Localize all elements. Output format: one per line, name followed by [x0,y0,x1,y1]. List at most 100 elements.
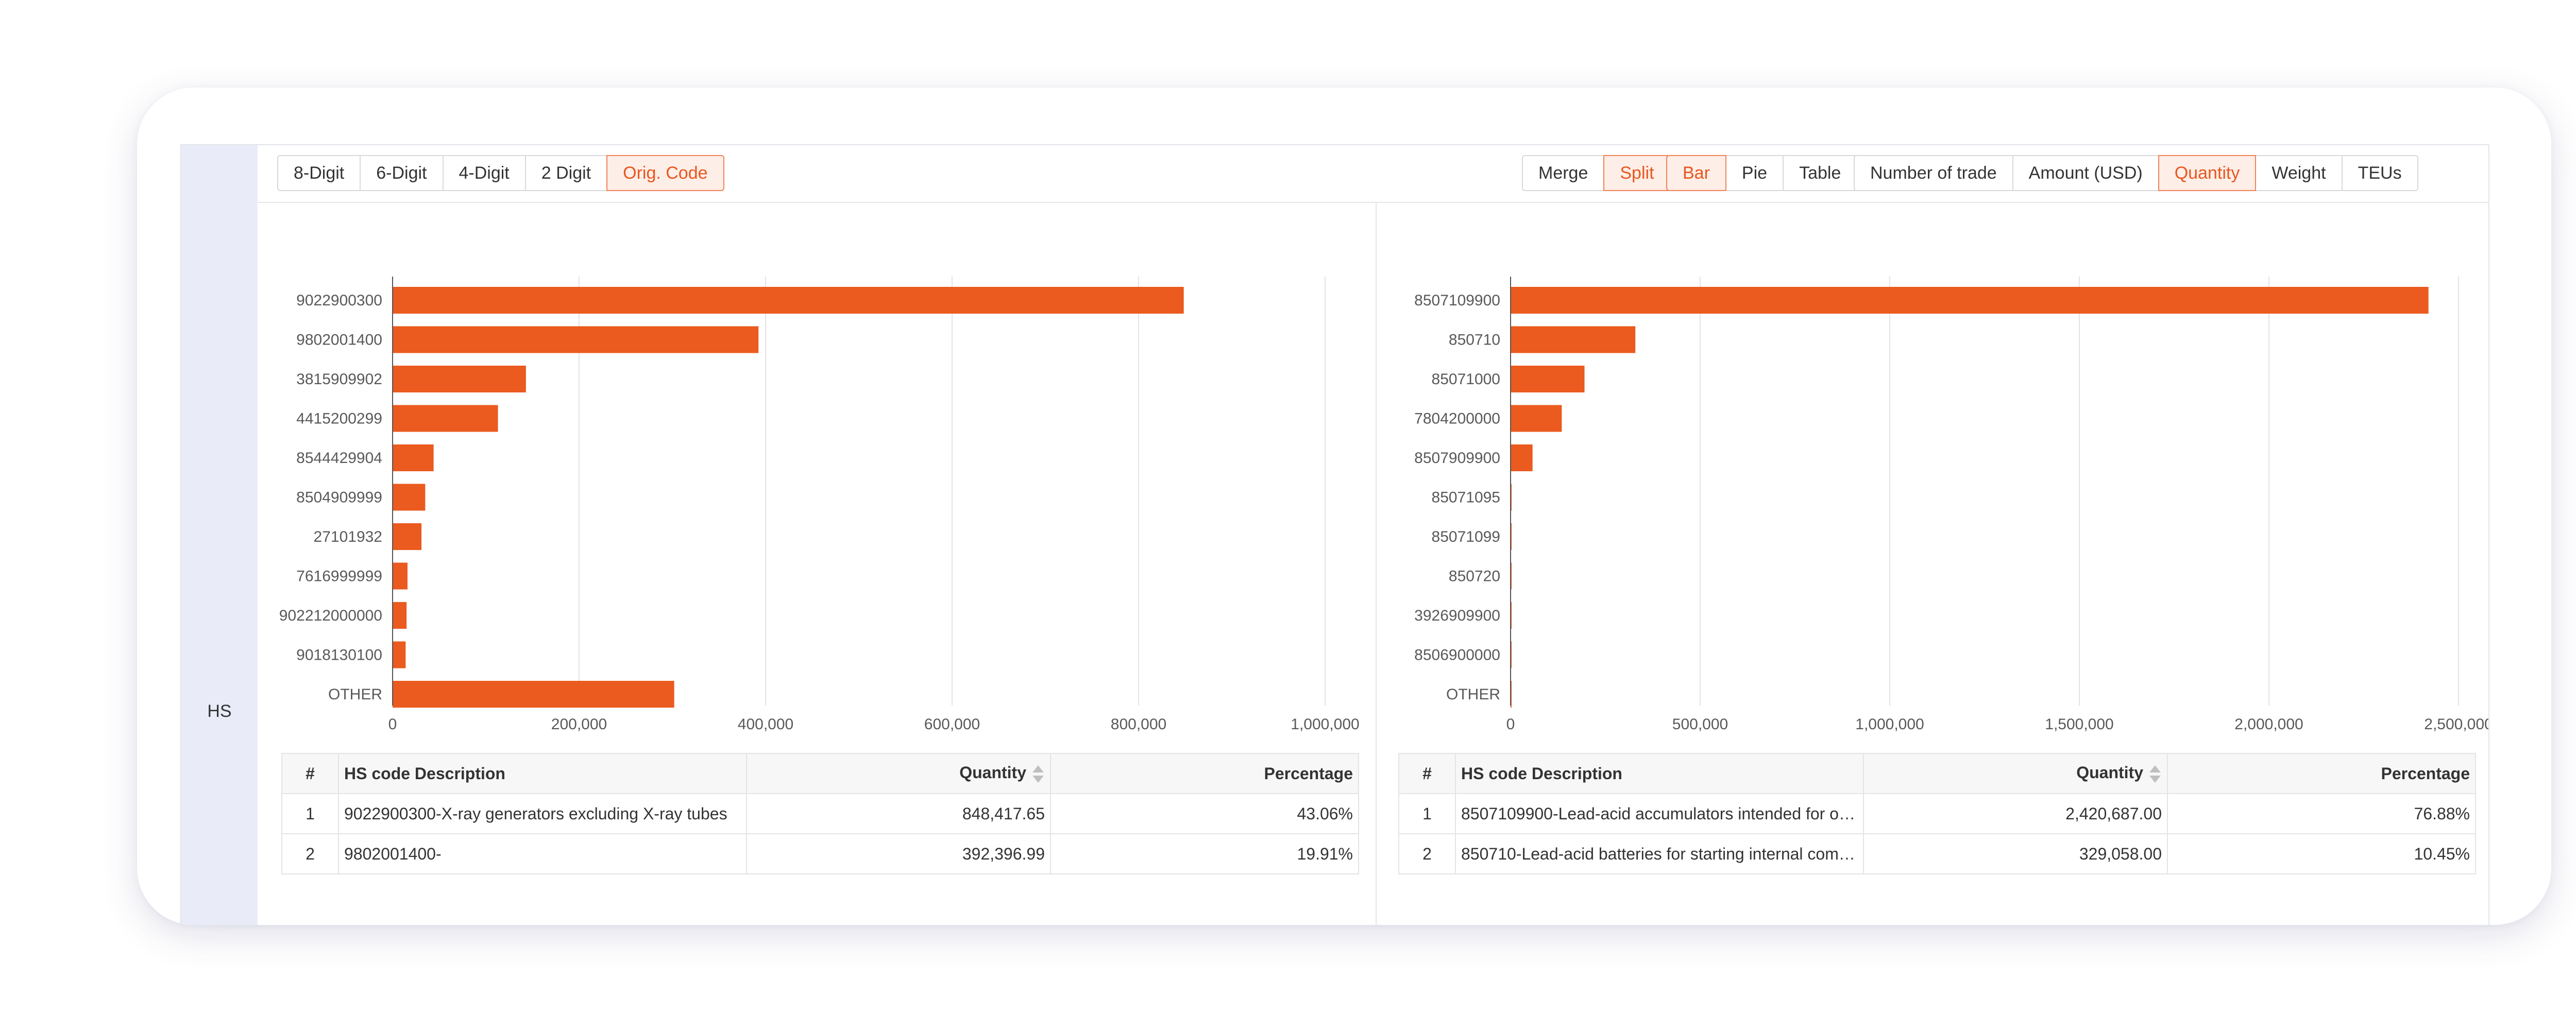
x-tick-label: 0 [388,716,397,733]
right-data-table: # HS code Description Quantity Percentag… [1398,753,2476,874]
number-of-trade-button[interactable]: Number of trade [1854,155,2013,191]
four-digit-button[interactable]: 4-Digit [442,155,526,191]
category-label: 85071000 [1432,371,1500,388]
index-header: # [1398,753,1456,794]
row-index: 1 [281,793,339,834]
x-tick-label: 2,500,000 [2424,716,2489,733]
quantity-button[interactable]: Quantity [2158,155,2257,191]
bar[interactable] [393,523,422,550]
bar[interactable] [1511,366,1585,392]
table-row: 1 8507109900-Lead-acid accumulators inte… [1398,793,2476,834]
quantity-header[interactable]: Quantity [1863,753,2168,794]
x-tick-label: 2,000,000 [2234,716,2303,733]
category-label: 85071099 [1432,528,1500,545]
row-description: 850710-Lead-acid batteries for starting … [1455,833,1864,874]
row-description: 8507109900-Lead-acid accumulators intend… [1455,793,1864,834]
x-tick-label: 1,000,000 [1855,716,1924,733]
eight-digit-button[interactable]: 8-Digit [277,155,361,191]
index-header: # [281,753,339,794]
row-description: 9802001400- [338,833,747,874]
left-bar-chart: 0 200,000 400,000 600,000 800,000 1,000,000 90… [279,277,1360,733]
category-label: 85071095 [1432,489,1500,506]
category-label: 902212000000 [279,607,382,624]
quantity-header-label: Quantity [2076,763,2143,782]
bar[interactable] [1511,405,1562,432]
bar[interactable] [393,562,408,590]
right-bar-chart: 0 500,000 1,000,000 1,500,000 2,000,000 2,500… [1414,277,2489,733]
toolbar: 8-Digit 6-Digit 4-Digit 2 Digit Orig. Co… [258,145,2488,203]
bar[interactable] [393,602,407,629]
bar[interactable] [393,287,1184,314]
category-label: 850720 [1449,568,1500,585]
bar[interactable] [1511,287,2429,314]
amount-usd-button[interactable]: Amount (USD) [2012,155,2159,191]
row-index: 1 [1398,793,1456,834]
category-label: 9022900300 [296,292,382,309]
bar[interactable] [393,326,759,353]
x-tick-label: 400,000 [738,716,793,733]
two-digit-button[interactable]: 2 Digit [524,155,608,191]
row-quantity: 2,420,687.00 [1863,793,2168,834]
row-index: 2 [1398,833,1456,874]
bar[interactable] [393,366,526,392]
category-label: 8507909900 [1414,450,1500,467]
bar[interactable] [1511,326,1636,353]
table-row: 2 9802001400- 392,396.99 19.91% [281,833,1359,874]
split-button[interactable]: Split [1603,155,1671,191]
row-quantity: 329,058.00 [1863,833,2168,874]
bar[interactable] [393,444,434,471]
category-label: 7804200000 [1414,410,1500,427]
quantity-header-label: Quantity [959,763,1026,782]
category-label: 7616999999 [296,568,382,585]
pie-view-button[interactable]: Pie [1725,155,1784,191]
mode-button-group: Merge Split [1522,155,1671,191]
left-data-table: # HS code Description Quantity Percentag… [281,753,1359,874]
merge-button[interactable]: Merge [1522,155,1605,191]
percentage-header: Percentage [2167,753,2476,794]
bar[interactable] [393,641,406,668]
row-index: 2 [281,833,339,874]
category-label: OTHER [1446,686,1500,703]
category-label: 8544429904 [296,450,382,467]
teus-button[interactable]: TEUs [2341,155,2418,191]
bar[interactable] [1511,444,1533,471]
bar[interactable] [393,484,426,511]
quantity-header[interactable]: Quantity [746,753,1051,794]
row-percentage: 76.88% [2167,793,2476,834]
bar[interactable] [393,681,674,708]
sidebar: HS [181,145,258,925]
x-tick-label: 200,000 [551,716,607,733]
digit-button-group: 8-Digit 6-Digit 4-Digit 2 Digit Orig. Co… [277,155,724,191]
sort-icon[interactable] [2148,764,2162,784]
table-view-button[interactable]: Table [1783,155,1858,191]
bar-view-button[interactable]: Bar [1666,155,1726,191]
category-label: 4415200299 [296,410,382,427]
category-label: 8507109900 [1414,292,1500,309]
table-header-row: # HS code Description Quantity Percentag… [281,753,1359,794]
x-tick-label: 500,000 [1672,716,1728,733]
x-tick-label: 800,000 [1111,716,1166,733]
category-label: 27101932 [314,528,382,545]
category-label: 8504909999 [296,489,382,506]
orig-code-button[interactable]: Orig. Code [606,155,724,191]
weight-button[interactable]: Weight [2255,155,2343,191]
x-tick-label: 1,000,000 [1291,716,1359,733]
description-header: HS code Description [338,753,747,794]
bar[interactable] [393,405,498,432]
row-description: 9022900300-X-ray generators excluding X-… [338,793,747,834]
chart-divider [1376,202,1377,925]
sidebar-label: HS [207,701,232,721]
category-label: 3815909902 [296,371,382,388]
sort-icon[interactable] [1031,764,1045,784]
category-label: 850710 [1449,332,1500,349]
category-label: 9802001400 [296,332,382,349]
six-digit-button[interactable]: 6-Digit [360,155,444,191]
category-label: OTHER [328,686,382,703]
hs-panel: HS 8-Digit 6-Digit 4-Digit 2 Digit Orig.… [180,144,2489,925]
x-tick-label: 600,000 [924,716,980,733]
metric-button-group: Number of trade Amount (USD) Quantity We… [1854,155,2418,191]
main-card: HS 8-Digit 6-Digit 4-Digit 2 Digit Orig.… [137,88,2551,925]
percentage-header: Percentage [1050,753,1359,794]
x-tick-label: 1,500,000 [2045,716,2113,733]
table-header-row: # HS code Description Quantity Percentag… [1398,753,2476,794]
